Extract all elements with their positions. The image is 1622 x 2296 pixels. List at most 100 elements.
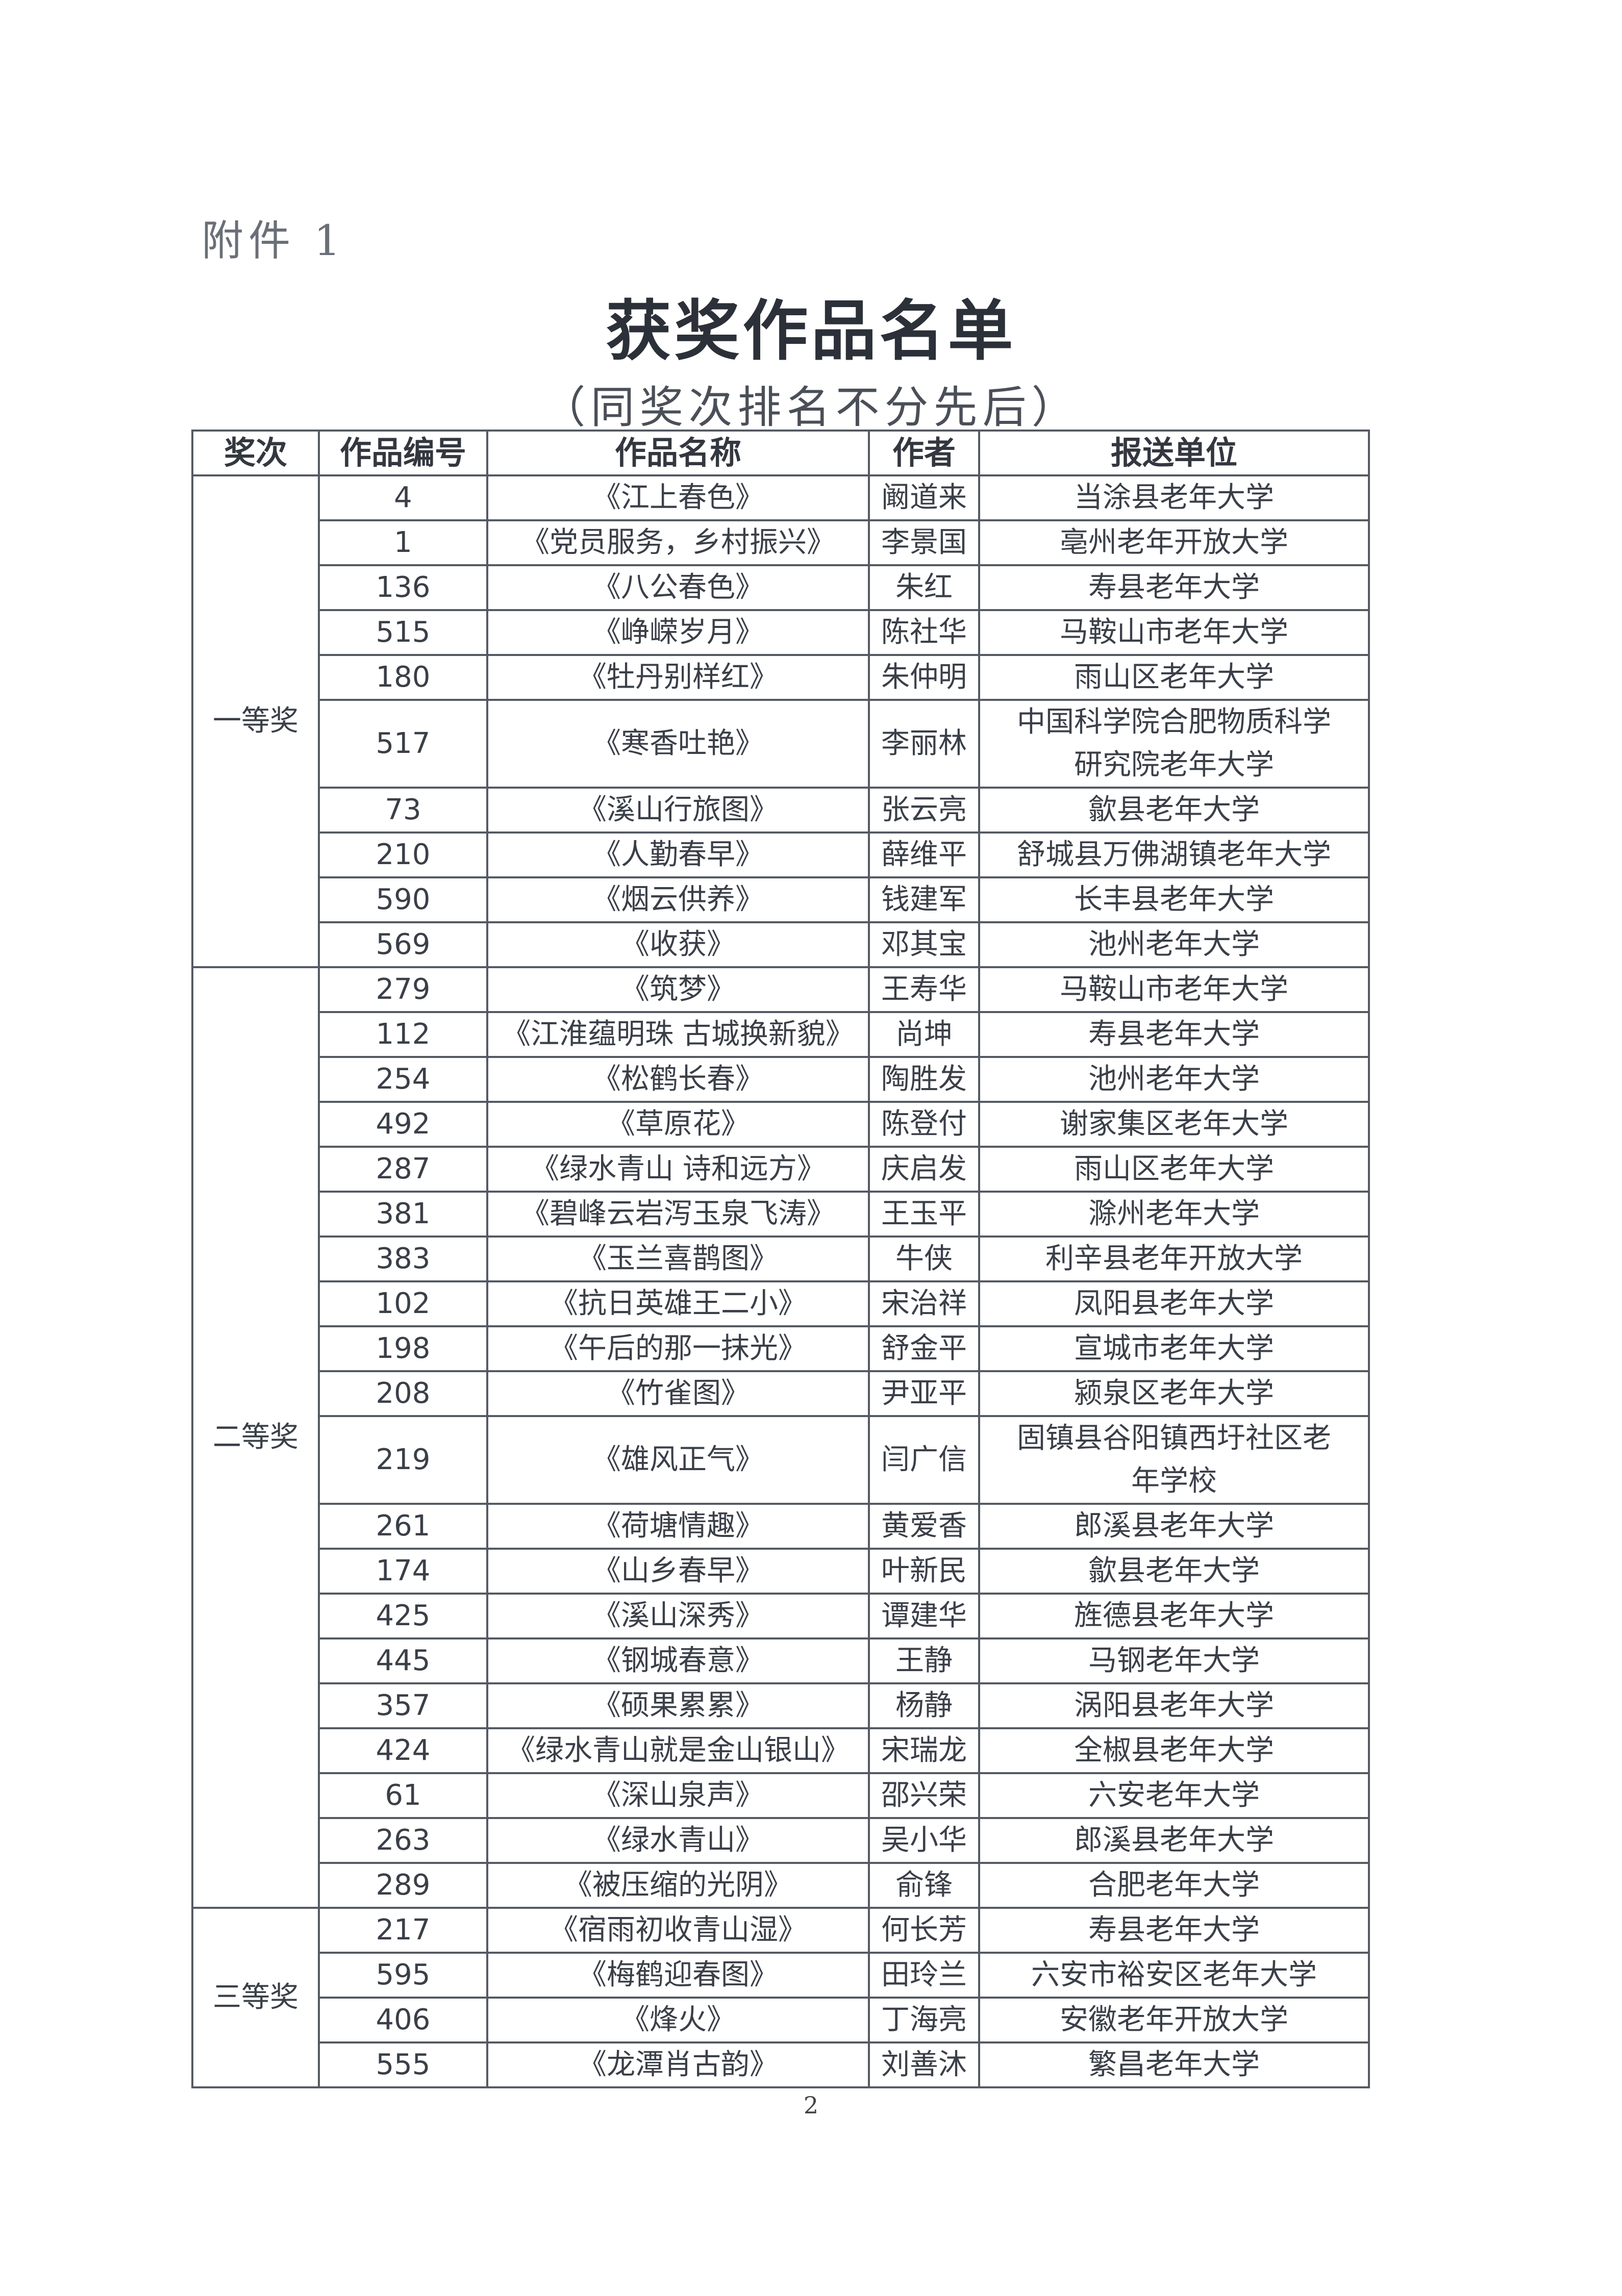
table-row: 219 《雄风正气》 闫广信 固镇县谷阳镇西圩社区老年学校 <box>192 1415 1370 1505</box>
table-row: 1 《党员服务，乡村振兴》 李景国 亳州老年开放大学 <box>192 519 1370 566</box>
author: 陈社华 <box>868 609 980 656</box>
table-header-row: 奖次 作品编号 作品名称 作者 报送单位 <box>191 430 1370 476</box>
submitting-unit: 寿县老年大学 <box>978 1907 1370 1954</box>
table-row: 595 《梅鹤迎春图》 田玲兰 六安市裕安区老年大学 <box>192 1952 1370 1999</box>
author: 丁海亮 <box>868 1997 980 2043</box>
author: 吴小华 <box>868 1817 980 1864</box>
table-row: 569 《收获》 邓其宝 池州老年大学 <box>192 921 1370 968</box>
author: 李丽林 <box>868 699 980 789</box>
table-row: 381 《碧峰云岩泻玉泉飞涛》 王玉平 滁州老年大学 <box>192 1191 1370 1238</box>
page-title: 获奖作品名单 <box>606 293 1016 369</box>
submitting-unit: 池州老年大学 <box>978 1056 1370 1103</box>
work-number: 217 <box>318 1907 488 1954</box>
author: 宋瑞龙 <box>868 1727 980 1774</box>
work-title: 《烟云供养》 <box>486 876 870 923</box>
table-row: 406 《烽火》 丁海亮 安徽老年开放大学 <box>192 1997 1370 2043</box>
table-row: 174 《山乡春早》 叶新民 歙县老年大学 <box>192 1548 1370 1595</box>
author: 陈登付 <box>868 1101 980 1148</box>
work-title: 《峥嵘岁月》 <box>486 609 870 656</box>
author: 何长芳 <box>868 1907 980 1954</box>
submitting-unit: 六安老年大学 <box>978 1772 1370 1819</box>
submitting-unit: 亳州老年开放大学 <box>978 519 1370 566</box>
header-author: 作者 <box>868 430 980 476</box>
author: 张云亮 <box>868 787 980 834</box>
work-title: 《午后的那一抹光》 <box>486 1325 870 1372</box>
submitting-unit: 雨山区老年大学 <box>978 1146 1370 1193</box>
work-number: 73 <box>318 787 488 834</box>
submitting-unit: 宣城市老年大学 <box>978 1325 1370 1372</box>
work-number: 555 <box>318 2041 488 2088</box>
work-title: 《收获》 <box>486 921 870 968</box>
page-number: 2 <box>803 2091 819 2119</box>
submitting-unit: 旌德县老年大学 <box>978 1593 1370 1639</box>
work-title: 《荷塘情趣》 <box>486 1503 870 1550</box>
table-row: 198 《午后的那一抹光》 舒金平 宣城市老年大学 <box>192 1325 1370 1372</box>
work-number: 424 <box>318 1727 488 1774</box>
work-title: 《宿雨初收青山湿》 <box>486 1907 870 1954</box>
submitting-unit: 中国科学院合肥物质科学研究院老年大学 <box>978 699 1370 789</box>
work-title: 《抗日英雄王二小》 <box>486 1280 870 1327</box>
work-title: 《寒香吐艳》 <box>486 699 870 789</box>
work-number: 289 <box>318 1862 488 1909</box>
author: 朱红 <box>868 564 980 611</box>
author: 谭建华 <box>868 1593 980 1639</box>
submitting-unit: 马钢老年大学 <box>978 1637 1370 1684</box>
work-title: 《绿水青山就是金山银山》 <box>486 1727 870 1774</box>
work-number: 1 <box>318 519 488 566</box>
work-title: 《玉兰喜鹊图》 <box>486 1235 870 1282</box>
author: 舒金平 <box>868 1325 980 1372</box>
work-title: 《江淮蕴明珠 古城换新貌》 <box>486 1011 870 1058</box>
work-title: 《龙潭肖古韵》 <box>486 2041 870 2088</box>
work-number: 569 <box>318 921 488 968</box>
author: 叶新民 <box>868 1548 980 1595</box>
table-row: 三等奖 217 《宿雨初收青山湿》 何长芳 寿县老年大学 <box>191 1907 1370 2088</box>
table-row: 112 《江淮蕴明珠 古城换新貌》 尚坤 寿县老年大学 <box>192 1011 1370 1058</box>
work-title: 《碧峰云岩泻玉泉飞涛》 <box>486 1191 870 1238</box>
author: 王玉平 <box>868 1191 980 1238</box>
work-title: 《八公春色》 <box>486 564 870 611</box>
table-row: 261 《荷塘情趣》 黄爱香 郎溪县老年大学 <box>192 1503 1370 1550</box>
work-number: 357 <box>318 1682 488 1729</box>
author: 尹亚平 <box>868 1370 980 1417</box>
work-title: 《江上春色》 <box>486 474 870 521</box>
table-row: 二等奖 279 《筑梦》 王寿华 马鞍山市老年大学 <box>191 966 1370 1909</box>
table-row: 590 《烟云供养》 钱建军 长丰县老年大学 <box>192 876 1370 923</box>
table-row: 357 《硕果累累》 杨静 涡阳县老年大学 <box>192 1682 1370 1729</box>
author: 王静 <box>868 1637 980 1684</box>
work-number: 136 <box>318 564 488 611</box>
work-title: 《竹雀图》 <box>486 1370 870 1417</box>
work-title: 《钢城春意》 <box>486 1637 870 1684</box>
work-number: 174 <box>318 1548 488 1595</box>
work-number: 198 <box>318 1325 488 1372</box>
table-row: 263 《绿水青山》 吴小华 郎溪县老年大学 <box>192 1817 1370 1864</box>
table-row: 102 《抗日英雄王二小》 宋治祥 凤阳县老年大学 <box>192 1280 1370 1327</box>
author: 宋治祥 <box>868 1280 980 1327</box>
author: 钱建军 <box>868 876 980 923</box>
table-row: 208 《竹雀图》 尹亚平 颍泉区老年大学 <box>192 1370 1370 1417</box>
work-number: 279 <box>318 966 488 1013</box>
submitting-unit: 舒城县万佛湖镇老年大学 <box>978 831 1370 878</box>
table-row: 515 《峥嵘岁月》 陈社华 马鞍山市老年大学 <box>192 609 1370 656</box>
work-number: 406 <box>318 1997 488 2043</box>
work-title: 《雄风正气》 <box>486 1415 870 1505</box>
header-work-number: 作品编号 <box>318 430 488 476</box>
table-row: 254 《松鹤长春》 陶胜发 池州老年大学 <box>192 1056 1370 1103</box>
work-number: 180 <box>318 654 488 701</box>
work-title: 《溪山深秀》 <box>486 1593 870 1639</box>
submitting-unit: 凤阳县老年大学 <box>978 1280 1370 1327</box>
author: 刘善沐 <box>868 2041 980 2088</box>
work-title: 《牡丹别样红》 <box>486 654 870 701</box>
work-number: 515 <box>318 609 488 656</box>
award-tier: 二等奖 <box>191 966 320 1909</box>
submitting-unit: 马鞍山市老年大学 <box>978 966 1370 1013</box>
submitting-unit: 雨山区老年大学 <box>978 654 1370 701</box>
page-subtitle: （同奖次排名不分先后） <box>541 382 1081 433</box>
work-number: 61 <box>318 1772 488 1819</box>
work-number: 590 <box>318 876 488 923</box>
author: 邓其宝 <box>868 921 980 968</box>
submitting-unit: 郎溪县老年大学 <box>978 1817 1370 1864</box>
table-row: 425 《溪山深秀》 谭建华 旌德县老年大学 <box>192 1593 1370 1639</box>
author: 尚坤 <box>868 1011 980 1058</box>
author: 俞锋 <box>868 1862 980 1909</box>
work-title: 《党员服务，乡村振兴》 <box>486 519 870 566</box>
